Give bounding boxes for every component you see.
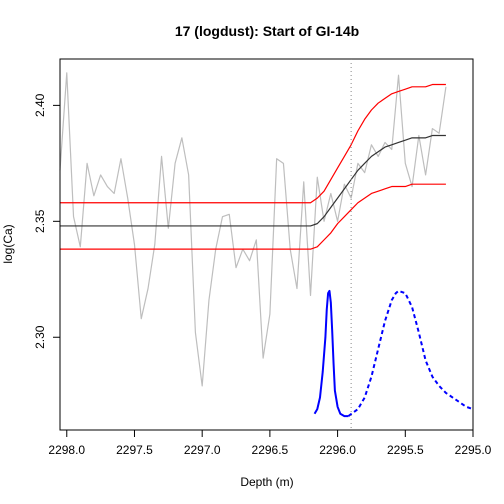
y-tick-label: 2.30 [33,325,47,349]
x-tick-label: 2298.0 [48,443,85,457]
x-axis-label: Depth (m) [240,475,293,489]
x-tick-label: 2297.5 [116,443,153,457]
series-line-6 [347,289,474,417]
y-axis-label: log(Ca) [1,224,15,263]
x-tick-label: 2296.5 [252,443,289,457]
x-axis: 2298.0 2297.5 2297.0 2296.5 2296.0 2295.5 2295… [48,429,492,457]
series-line-4 [60,183,446,250]
y-axis: 2.30 2.35 2.40 [33,93,61,349]
series-line-5 [313,289,349,418]
series-layer [59,72,474,418]
y-tick-label: 2.40 [33,93,47,117]
x-tick-label: 2295.5 [387,443,424,457]
y-tick-label: 2.35 [33,209,47,233]
x-tick-label: 2296.0 [319,443,356,457]
series-line-2 [60,134,446,227]
x-tick-label: 2295.0 [455,443,492,457]
series-line-3 [60,83,446,204]
plot-frame [59,58,474,431]
x-tick-label: 2297.0 [184,443,221,457]
chart-title: 17 (logdust): Start of GI-14b [175,23,359,39]
series-line-1 [59,72,447,387]
